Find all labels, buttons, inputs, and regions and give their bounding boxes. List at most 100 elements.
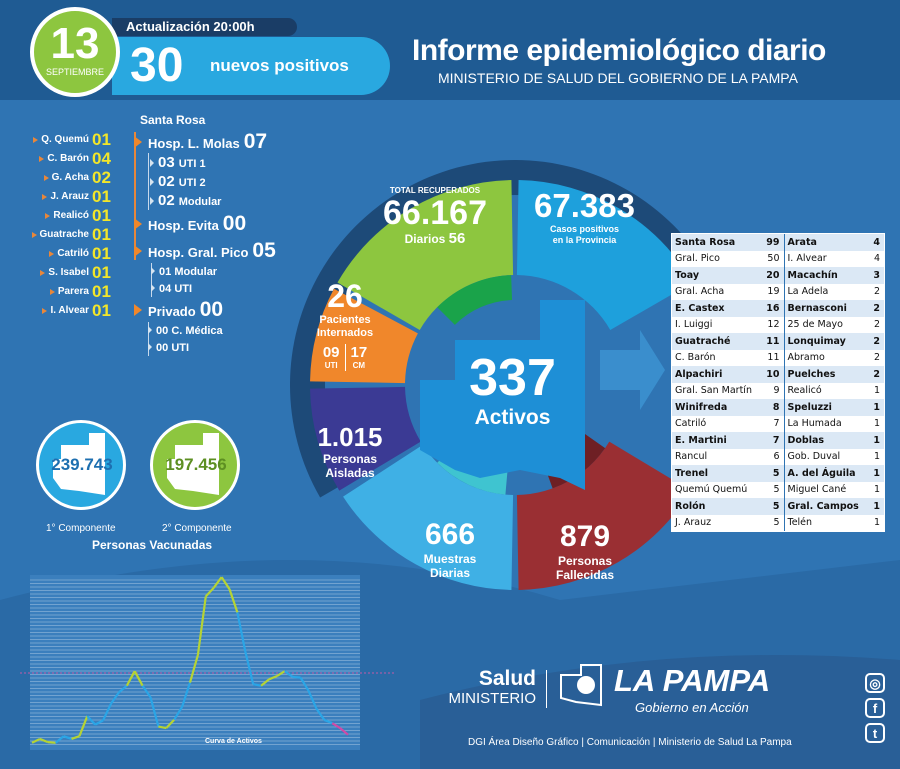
first-dose-badge: 239.743	[36, 420, 126, 510]
locality-count: 04	[92, 149, 111, 168]
locality: I. Luiggi	[675, 319, 713, 331]
locality-count: 01	[92, 301, 111, 320]
count: 8	[762, 399, 784, 416]
bullet-icon	[49, 250, 55, 257]
locality: Guatraché	[672, 333, 762, 350]
curve-segment	[268, 675, 278, 681]
new-positives-badge: 30 nuevos positivos	[112, 37, 390, 95]
bullet-icon	[49, 288, 55, 295]
curve-segment	[339, 727, 349, 736]
locality: Catriló	[675, 418, 707, 430]
curve-segment	[220, 576, 231, 590]
curve-segment	[323, 718, 333, 725]
pico-sub: 04 UTI	[151, 281, 192, 297]
cases-stat: 67.383 Casos positivos en la Provincia	[534, 187, 635, 246]
date-day: 13	[50, 19, 100, 68]
locality-name: Q. Quemú	[41, 134, 89, 145]
count: 12	[767, 319, 780, 331]
locality-name: C. Barón	[47, 153, 89, 164]
locality: Macachín	[783, 267, 864, 284]
locality: 25 de Mayo	[783, 316, 864, 333]
facebook-icon[interactable]: f	[865, 698, 885, 718]
curve-segment	[244, 651, 255, 685]
locality-count: 01	[92, 130, 111, 149]
locality: J. Arauz	[675, 517, 712, 529]
active-stat: 337 Activos	[469, 349, 556, 429]
table-row: J. Arauz 5 Telén 1	[672, 514, 884, 531]
count: 1	[873, 517, 880, 529]
province-map-icon	[420, 300, 585, 490]
locality-name: G. Acha	[51, 172, 89, 183]
curve-segment	[125, 670, 136, 687]
twitter-icon[interactable]: t	[865, 723, 885, 743]
bullet-icon	[42, 307, 48, 314]
pico-sub: 01 Modular	[151, 264, 217, 280]
locality-count: 01	[92, 282, 111, 301]
curve-segment	[196, 596, 207, 656]
table-row: Winifreda 8 Speluzzi 1	[672, 399, 884, 416]
count: 4	[864, 234, 884, 251]
count: 2	[864, 366, 884, 383]
samples-stat: 666 Muestras Diarias	[423, 518, 477, 580]
curve-segment	[252, 683, 262, 687]
curve-segment	[133, 670, 144, 687]
locality: Realicó	[783, 382, 864, 399]
curve-segment	[204, 587, 215, 598]
locality: Bernasconi	[783, 300, 864, 317]
curve-segment	[110, 691, 120, 705]
table-row: Quemú Quemú 5 Miguel Cané 1	[672, 481, 884, 498]
curve-segment	[71, 735, 80, 740]
credits: DGI Área Diseño Gráfico | Comunicación |…	[468, 737, 792, 748]
count: 5	[773, 484, 780, 496]
table-row: Gral. Pico 50 I. Alvear 4	[672, 250, 884, 267]
privado-sub: 00 UTI	[148, 340, 189, 356]
curve-segment	[118, 684, 128, 694]
curve-segment	[78, 715, 89, 737]
count: 1	[864, 498, 884, 515]
count: 2	[864, 333, 884, 350]
vaccines-title: Personas Vacunadas	[92, 538, 213, 552]
bullet-icon	[31, 231, 37, 238]
locality-count: 01	[92, 244, 111, 263]
curve-segment	[276, 670, 286, 678]
count: 2	[873, 286, 880, 298]
instagram-icon[interactable]: ◎	[865, 673, 885, 693]
locality-name: Catriló	[57, 248, 89, 259]
locality: Rancul	[675, 451, 708, 463]
hospitalized-stat: 26 Pacientes Internados 09 UTI 17 CM	[316, 278, 374, 371]
bullet-icon	[42, 193, 48, 200]
second-dose-badge: 197.456	[150, 420, 240, 510]
locality: E. Castex	[672, 300, 762, 317]
table-row: Rolón 5 Gral. Campos 1	[672, 498, 884, 515]
curve-segment	[102, 703, 112, 721]
count: 2	[864, 300, 884, 317]
locality-item: Catriló 01	[20, 244, 120, 263]
deaths-segment	[516, 441, 691, 590]
locality: Toay	[672, 267, 762, 284]
locality-name: Guatrache	[39, 229, 89, 240]
la-pampa-emblem-icon	[560, 664, 602, 707]
locality: A. del Águila	[783, 465, 864, 482]
hospital-evita: Hosp. Evita 00	[134, 213, 246, 234]
chart-title: Curva de Activos	[205, 738, 262, 745]
locality-item: Guatrache 01	[20, 225, 120, 244]
table-row: C. Barón 11 Abramo 2	[672, 349, 884, 366]
curve-segment	[212, 576, 223, 589]
brand-slogan: Gobierno en Acción	[635, 700, 749, 715]
table-row: Guatraché 11 Lonquimay 2	[672, 333, 884, 350]
curve-segment	[158, 725, 167, 730]
locality-count: 01	[92, 206, 111, 225]
count: 1	[873, 385, 880, 397]
locality: Rolón	[672, 498, 762, 515]
count: 50	[767, 253, 780, 265]
locality-count: 02	[92, 168, 111, 187]
hospital-molas: Hosp. L. Molas 07	[134, 131, 267, 152]
samples-segment	[343, 444, 514, 590]
locality: Quemú Quemú	[675, 484, 748, 496]
curve-segment	[94, 719, 104, 726]
locality-name: Realicó	[53, 210, 89, 221]
locality-item: I. Alvear 01	[20, 301, 120, 320]
count: 1	[864, 465, 884, 482]
page-subtitle: MINISTERIO DE SALUD DEL GOBIERNO DE LA P…	[438, 70, 798, 86]
curve-segment	[292, 675, 301, 679]
